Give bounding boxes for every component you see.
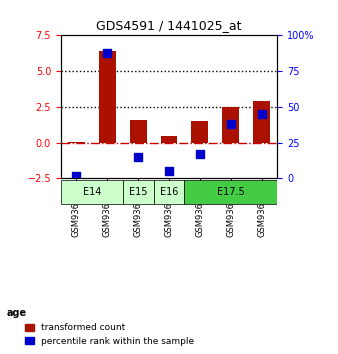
Bar (253, 101, 270, 143)
FancyBboxPatch shape (153, 180, 185, 204)
Bar (129, 120, 147, 143)
Point (197, 151, 202, 157)
Text: GDS4591 / 1441025_at: GDS4591 / 1441025_at (96, 19, 242, 33)
Text: age: age (7, 308, 27, 318)
FancyBboxPatch shape (61, 180, 123, 204)
FancyBboxPatch shape (185, 180, 277, 204)
Text: E15: E15 (129, 187, 147, 197)
Text: E16: E16 (160, 187, 178, 197)
Legend: transformed count, percentile rank within the sample: transformed count, percentile rank withi… (21, 320, 198, 349)
Text: E14: E14 (82, 187, 101, 197)
Point (74, 173, 79, 178)
Point (104, 50, 110, 56)
Bar (99, 51, 116, 143)
Bar (161, 136, 177, 143)
Bar (222, 107, 239, 143)
Point (259, 111, 264, 117)
Point (166, 169, 172, 174)
Text: E17.5: E17.5 (217, 187, 245, 197)
FancyBboxPatch shape (123, 180, 153, 204)
Point (136, 154, 141, 160)
Bar (191, 121, 209, 143)
Point (228, 121, 234, 127)
